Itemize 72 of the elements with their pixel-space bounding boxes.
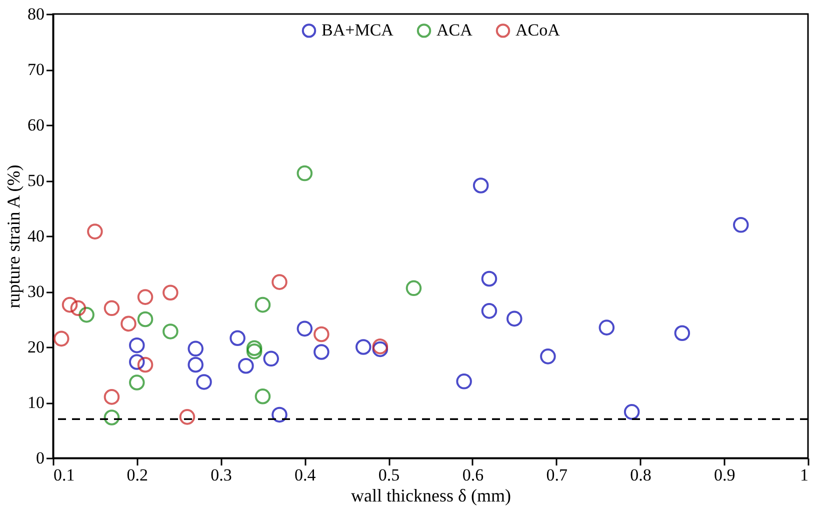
point (372, 338, 388, 354)
point (137, 356, 154, 373)
point (263, 350, 280, 367)
point (238, 358, 254, 374)
point (540, 348, 556, 364)
point (314, 326, 330, 342)
point (188, 356, 204, 373)
point (674, 325, 690, 342)
y-tick-label: 80 (28, 4, 44, 24)
point (104, 389, 120, 405)
x-tick-label: 0.7 (546, 466, 568, 484)
point (128, 337, 145, 354)
point (128, 374, 145, 390)
y-axis-title: rupture strain A (%) (4, 164, 24, 308)
x-axis-title: wall thickness δ (mm) (351, 486, 511, 506)
y-tick-label: 60 (28, 116, 44, 134)
point (355, 339, 372, 355)
y-tick-label: 30 (28, 282, 44, 301)
point (120, 316, 136, 332)
point (104, 410, 120, 426)
y-tick-label: 40 (28, 226, 44, 246)
x-tick-label: 0.2 (126, 466, 148, 484)
point (456, 374, 472, 390)
y-tick-label: 0 (36, 448, 44, 468)
y-tick-label: 10 (28, 393, 44, 412)
x-tick-label: 0.5 (378, 466, 400, 484)
point (137, 311, 154, 328)
point (732, 217, 749, 233)
point (230, 330, 246, 346)
x-tick-label: 0.4 (294, 466, 316, 484)
x-tick-label: 0.6 (462, 466, 484, 484)
point (62, 296, 78, 313)
point (53, 330, 70, 347)
x-tick-label: 1 (800, 466, 808, 484)
point (296, 320, 313, 337)
legend-label: ACoA (516, 20, 561, 40)
y-tick-label: 50 (28, 171, 44, 190)
point (314, 344, 330, 360)
point (196, 374, 212, 390)
point (162, 284, 178, 300)
point (254, 388, 271, 404)
point (296, 165, 313, 182)
point (246, 344, 262, 360)
point (598, 320, 615, 336)
point (406, 280, 422, 296)
point (70, 300, 86, 316)
point (272, 406, 288, 423)
point (506, 310, 522, 327)
point (472, 178, 489, 194)
x-tick-label: 0.3 (210, 466, 232, 484)
point (104, 300, 120, 316)
point (372, 341, 388, 358)
point (87, 224, 103, 240)
x-tick-label: 0.8 (630, 466, 652, 484)
point (272, 274, 288, 290)
point (246, 340, 262, 356)
point (179, 409, 196, 425)
point (481, 303, 498, 319)
y-tick-label: 20 (28, 338, 44, 356)
point (137, 289, 154, 305)
x-tick-label: 0.9 (714, 466, 736, 484)
point (78, 306, 94, 323)
point (188, 340, 204, 357)
legend-label: ACA (436, 20, 474, 40)
point (128, 354, 145, 370)
point (624, 404, 640, 420)
y-tick-label: 70 (28, 60, 44, 79)
point (162, 324, 178, 340)
point (254, 296, 271, 313)
point (481, 270, 498, 287)
x-tick-label: 0.1 (54, 466, 75, 484)
legend-label: BA+MCA (322, 20, 394, 40)
